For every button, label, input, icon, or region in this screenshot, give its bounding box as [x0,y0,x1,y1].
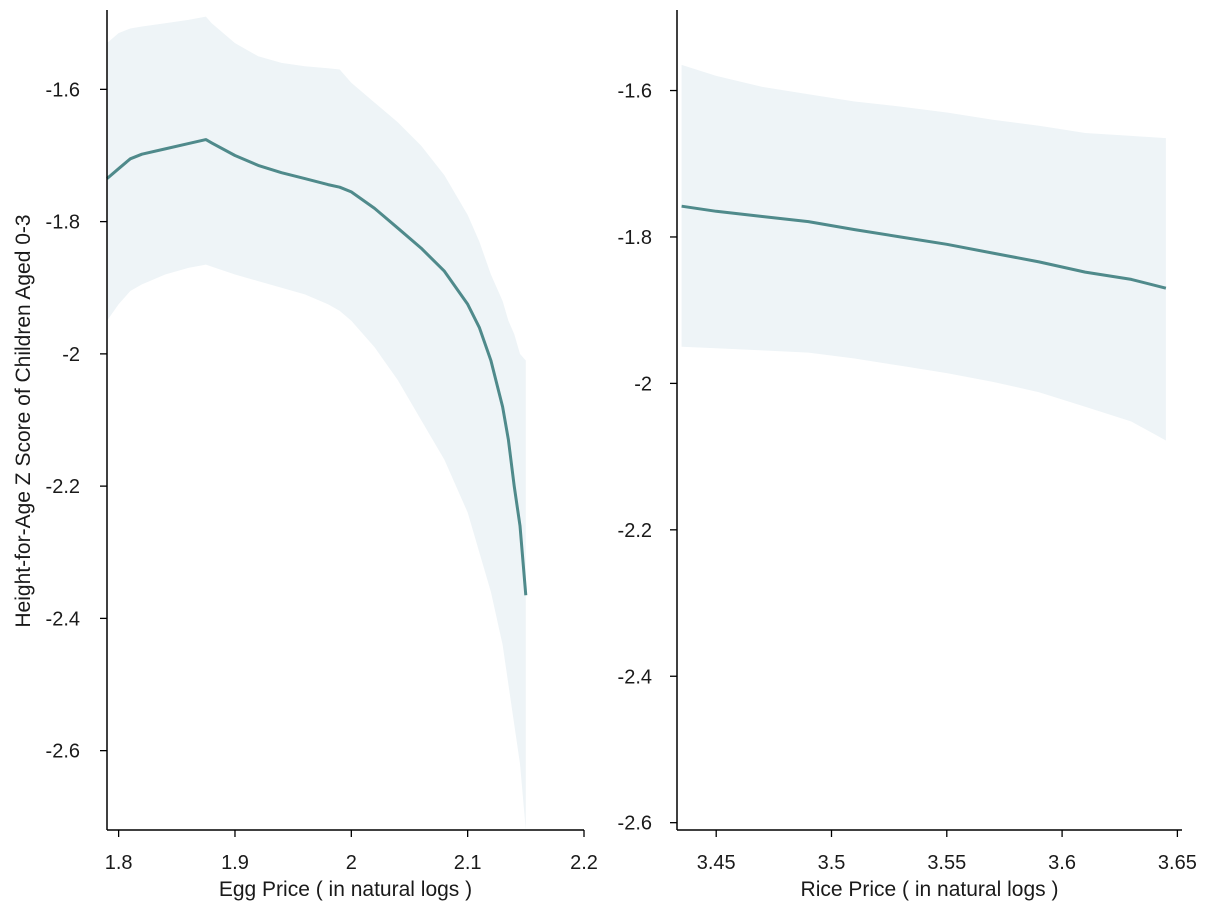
x-axis-title: Egg Price ( in natural logs ) [219,878,472,901]
x-tick-label: 1.9 [221,852,249,874]
fitted-line [681,204,1167,290]
y-tick-label: -1.6 [618,81,652,103]
x-tick-label: 3.55 [927,852,966,874]
y-axis-title: Height-for-Age Z Score of Children Aged … [12,214,35,627]
x-tick-label: 3.65 [1158,852,1197,874]
x-tick-label: 3.6 [1048,852,1076,874]
y-tick-label: -2.2 [618,520,652,542]
x-tick-label: 1.8 [105,852,133,874]
confidence-band [107,16,526,831]
panel-rice-price: -1.6 -1.8 -2 -2.2 -2.4 -2.6 3.45 3.5 3.55 3.6 3.65… [618,10,1197,901]
x-tick-label: 2.2 [570,852,598,874]
y-tick-label: -2.2 [46,476,80,498]
y-tick-label: -2.6 [46,741,80,763]
fitted-line [106,138,528,596]
y-tick-label: -2 [62,344,80,366]
x-tick-label: 2 [346,852,357,874]
y-tick-label: -1.8 [46,212,80,234]
y-tick-label: -2.6 [618,813,652,835]
x-axis-title: Rice Price ( in natural logs ) [801,878,1059,901]
y-tick-label: -2.4 [618,666,652,688]
y-tick-label: -2.4 [46,608,80,630]
y-tick-label: -1.8 [618,227,652,249]
x-tick-label: 2.1 [454,852,482,874]
confidence-band [681,64,1166,441]
y-tick-label: -2 [634,373,652,395]
x-tick-label: 3.5 [818,852,846,874]
x-tick-label: 3.45 [697,852,736,874]
panel-egg-price: -1.6 -1.8 -2 -2.2 -2.4 -2.6 1.8 1.9 2 2.1 2.2 Egg P… [46,10,598,901]
y-tick-label: -1.6 [46,79,80,101]
